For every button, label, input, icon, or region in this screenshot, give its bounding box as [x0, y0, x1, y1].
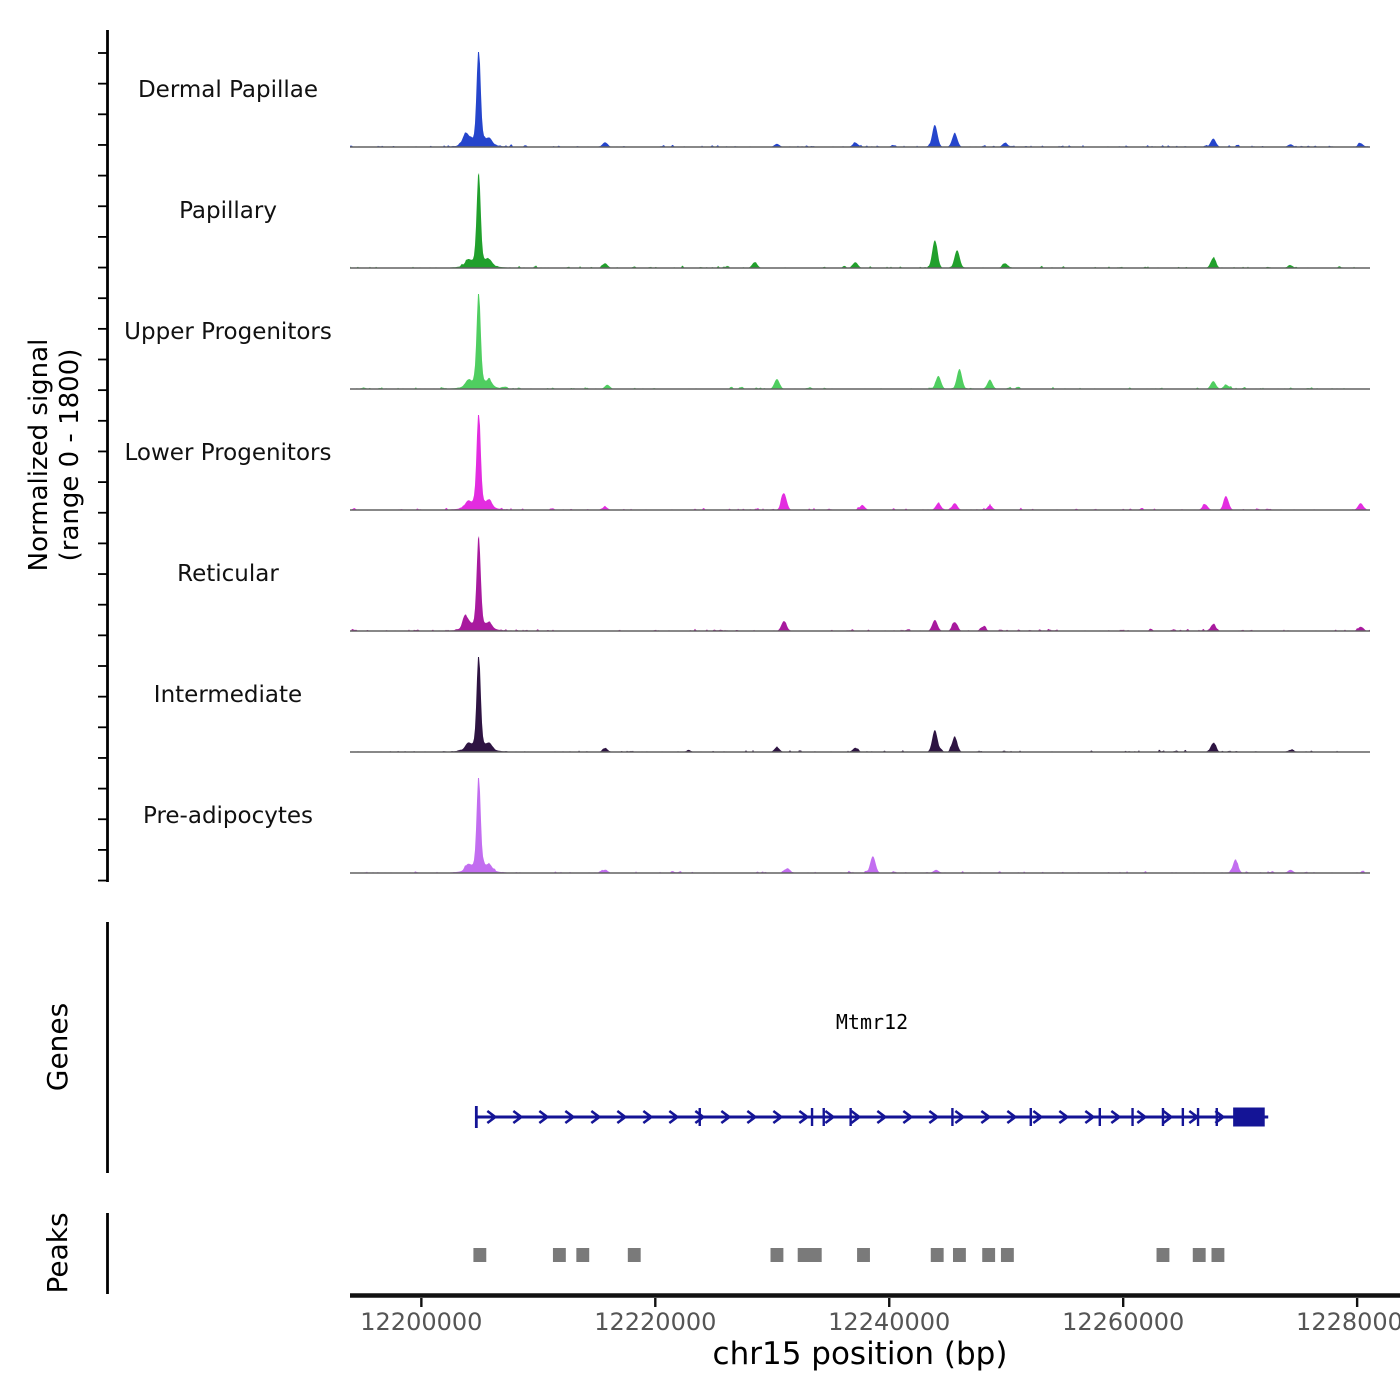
gene-strand-arrow-icon — [772, 1109, 784, 1125]
gene-strand-arrow-icon — [694, 1109, 706, 1125]
gene-strand-arrow-icon — [876, 1109, 888, 1125]
track-label-intermediate: Intermediate — [153, 682, 303, 708]
track-label-lower-progenitors: Lower Progenitors — [124, 440, 332, 466]
peak-interval-marker — [576, 1248, 590, 1262]
y-axis-label: Normalized signal (range 0 - 1800) — [24, 155, 86, 755]
gene-strand-arrow-icon — [850, 1109, 862, 1125]
gene-strand-arrow-icon — [928, 1109, 940, 1125]
peak-interval-marker — [797, 1248, 822, 1262]
gene-strand-arrow-icon — [1084, 1109, 1096, 1125]
gene-strand-arrow-icon — [616, 1109, 628, 1125]
signal-area-3 — [350, 415, 1370, 510]
gene-strand-arrow-icon — [564, 1109, 576, 1125]
x-axis-title: chr15 position (bp) — [712, 1336, 1008, 1372]
gene-strand-arrow-icon — [642, 1109, 654, 1125]
peaks-section-label: Peaks — [41, 1212, 74, 1294]
signal-area-1 — [350, 173, 1370, 268]
peak-interval-marker — [552, 1248, 566, 1262]
gene-strand-arrow-icon — [746, 1109, 758, 1125]
peak-interval-marker — [1192, 1248, 1206, 1262]
track-label-reticular: Reticular — [177, 561, 279, 587]
signal-area-0 — [350, 52, 1370, 147]
peak-interval-marker — [952, 1248, 966, 1262]
track-label-upper-progenitors: Upper Progenitors — [124, 319, 332, 345]
peak-interval-marker — [473, 1248, 487, 1262]
gene-strand-arrow-icon — [824, 1109, 836, 1125]
gene-strand-arrow-icon — [798, 1109, 810, 1125]
peak-interval-marker — [857, 1248, 870, 1262]
signal-area-2 — [350, 294, 1370, 389]
gene-strand-arrow-icon — [1058, 1109, 1070, 1125]
gene-strand-arrow-icon — [1006, 1109, 1018, 1125]
track-label-dermal-papillae: Dermal Papillae — [137, 77, 319, 103]
peak-interval-marker — [770, 1248, 784, 1262]
gene-strand-arrow-icon — [1162, 1109, 1174, 1125]
peak-interval-marker — [1000, 1248, 1014, 1262]
x-tick-label-12260000: 12260000 — [1062, 1308, 1185, 1336]
gene-strand-arrow-icon — [1032, 1109, 1044, 1125]
x-tick-label-12240000: 12240000 — [828, 1308, 951, 1336]
gene-strand-arrow-icon — [486, 1109, 498, 1125]
gene-strand-arrow-icon — [1214, 1109, 1226, 1125]
gene-strand-arrow-icon — [1110, 1109, 1122, 1125]
peak-interval-marker — [982, 1248, 996, 1262]
track-label-papillary: Papillary — [179, 198, 277, 224]
gene-strand-arrow-icon — [590, 1109, 602, 1125]
track-label-pre-adipocytes: Pre-adipocytes — [142, 803, 314, 829]
peak-interval-marker — [627, 1248, 641, 1262]
x-tick-label-12220000: 12220000 — [594, 1308, 717, 1336]
gene-strand-arrow-icon — [668, 1109, 680, 1125]
gene-strand-arrow-icon — [512, 1109, 524, 1125]
gene-strand-arrow-icon — [538, 1109, 550, 1125]
gene-name-label: Mtmr12 — [835, 1010, 909, 1034]
signal-area-5 — [350, 657, 1370, 752]
x-tick-label-12200000: 12200000 — [360, 1308, 483, 1336]
peak-interval-marker — [1156, 1248, 1170, 1262]
peak-interval-marker — [930, 1248, 944, 1262]
signal-area-4 — [350, 536, 1370, 631]
gene-strand-arrow-icon — [1136, 1109, 1148, 1125]
gene-utr-box — [1233, 1107, 1265, 1127]
gene-strand-arrow-icon — [720, 1109, 732, 1125]
peak-interval-marker — [1211, 1248, 1225, 1262]
signal-area-6 — [350, 778, 1370, 873]
gene-strand-arrow-icon — [902, 1109, 914, 1125]
x-tick-label-12280000: 12280000 — [1296, 1308, 1400, 1336]
genes-section-label: Genes — [41, 1002, 74, 1092]
gene-strand-arrow-icon — [980, 1109, 992, 1125]
y-axis-label-line1: Normalized signal — [24, 338, 54, 572]
gene-strand-arrow-icon — [954, 1109, 966, 1125]
y-axis-label-line2: (range 0 - 1800) — [55, 348, 85, 562]
